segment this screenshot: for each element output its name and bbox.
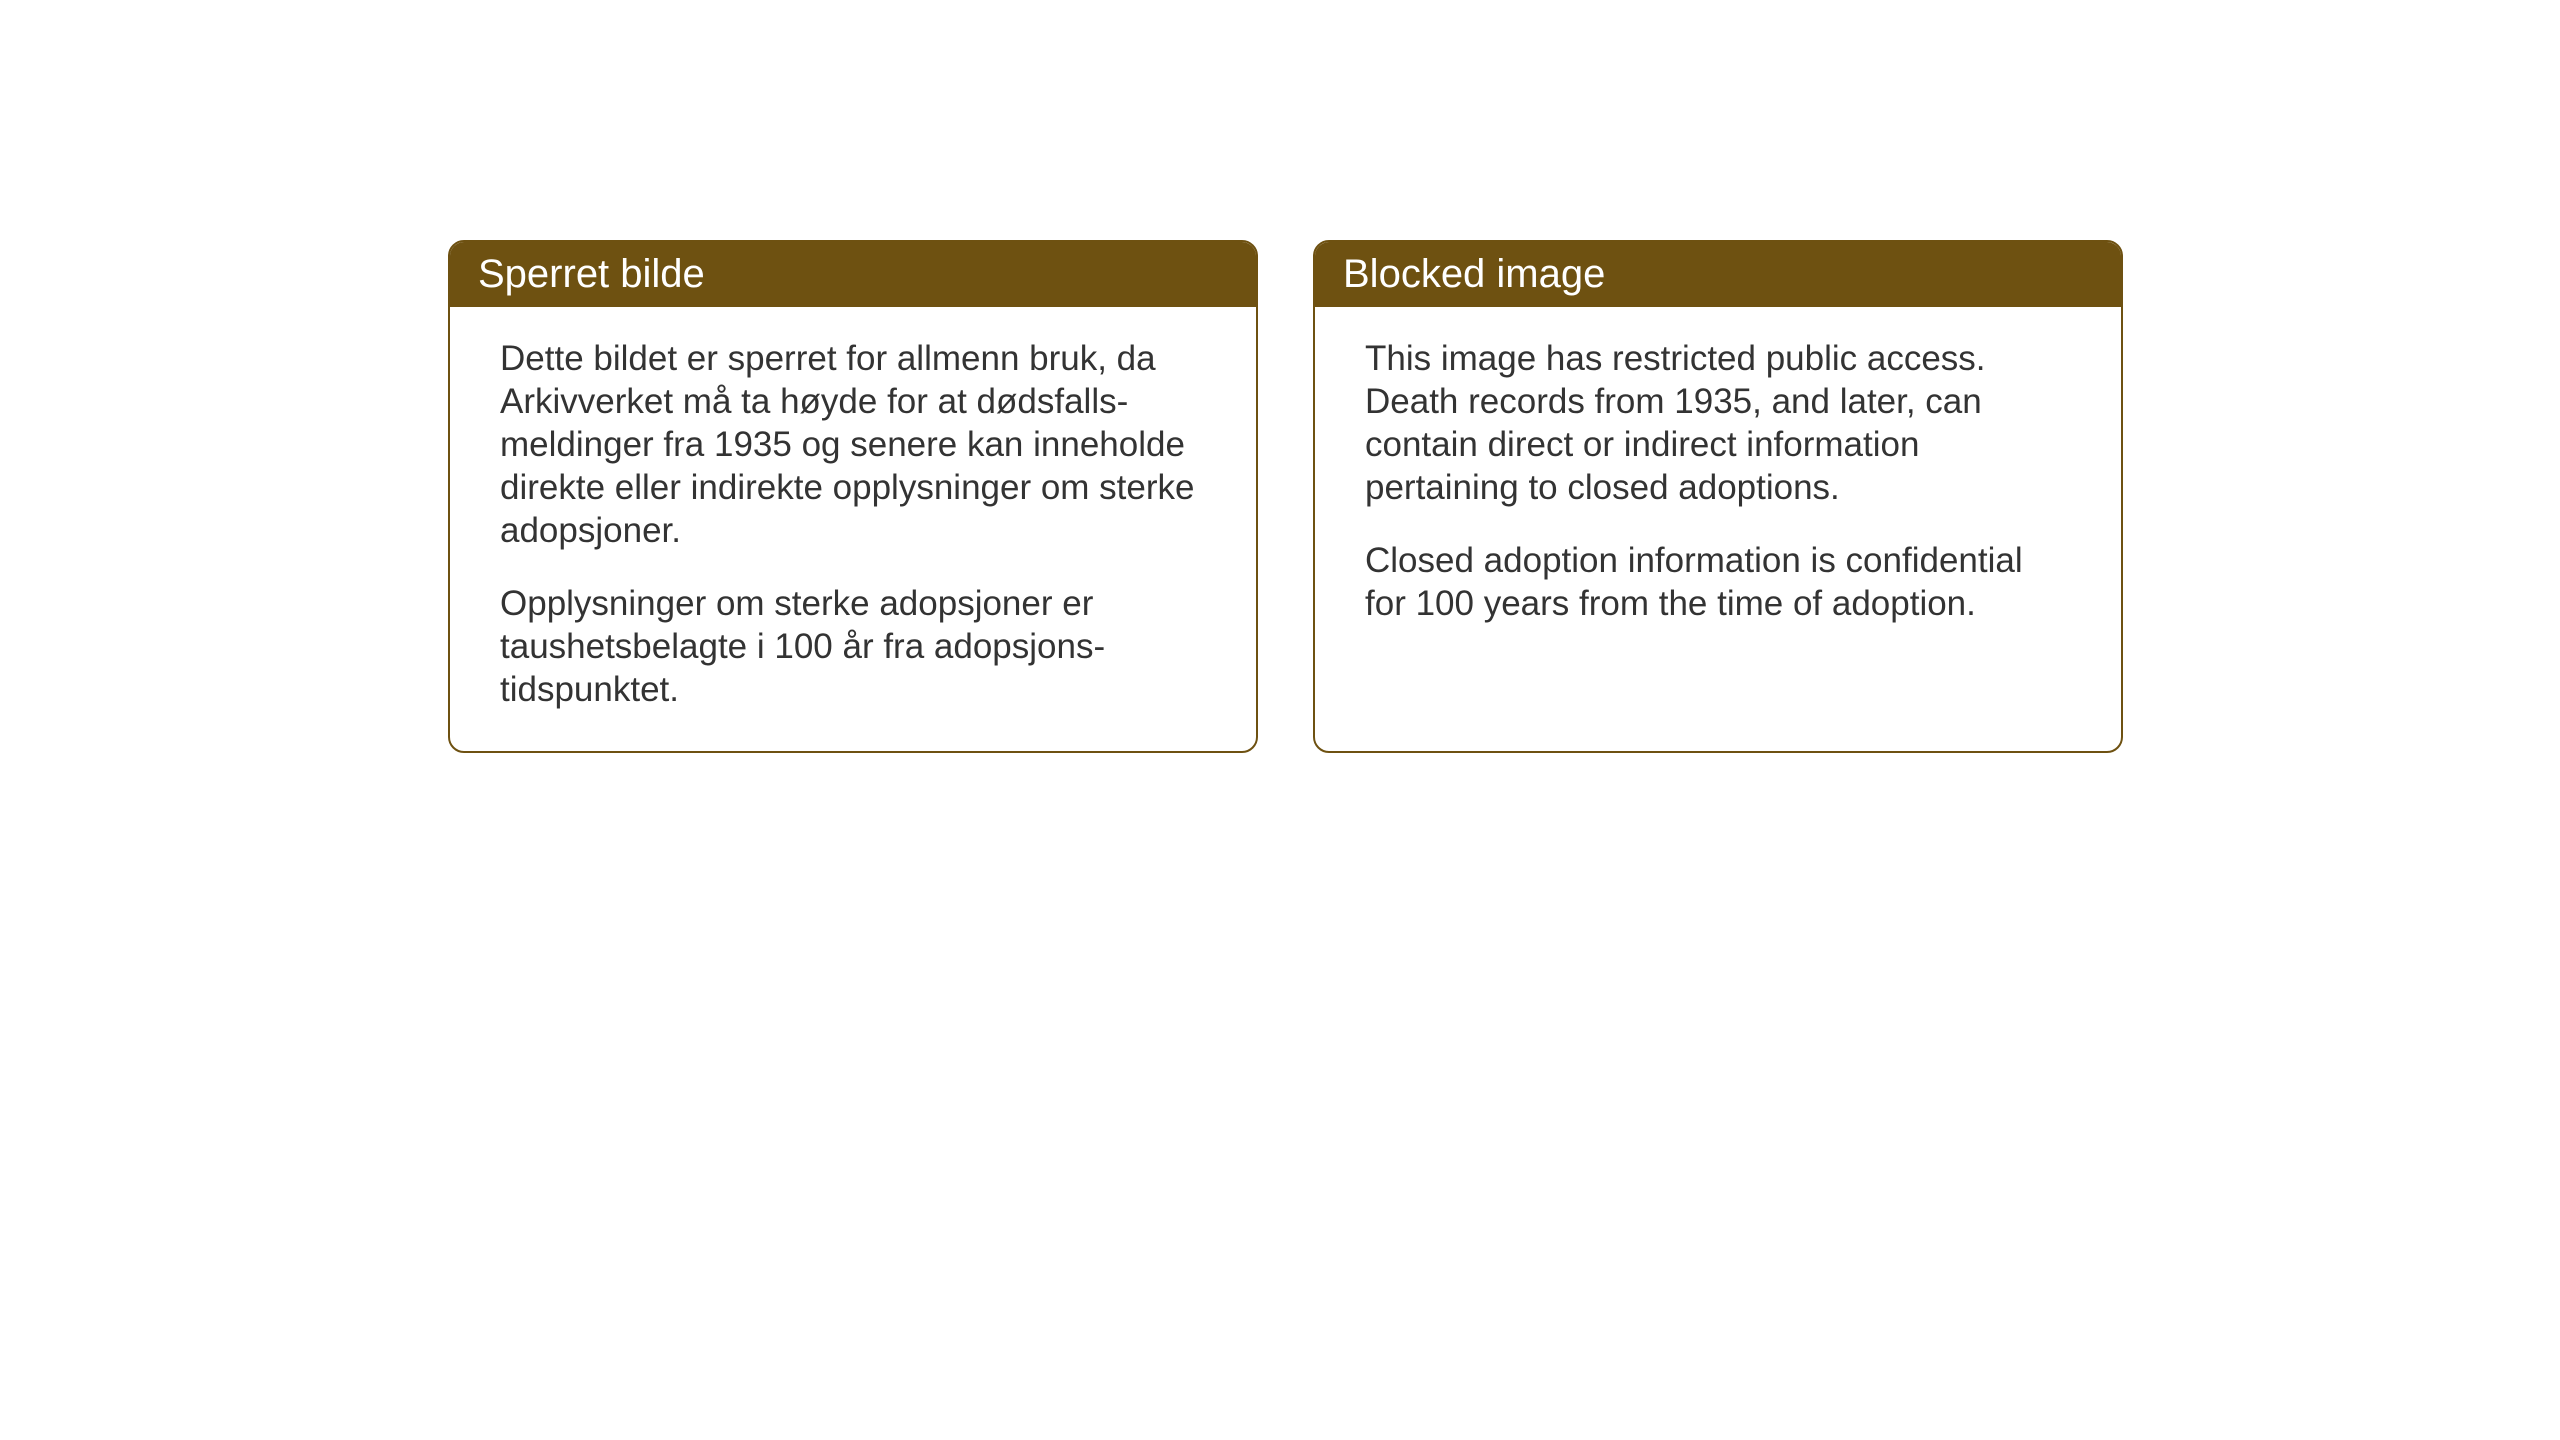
notice-card-english: Blocked image This image has restricted … (1313, 240, 2123, 753)
notice-paragraph-1-english: This image has restricted public access.… (1365, 337, 2071, 509)
notice-container: Sperret bilde Dette bildet er sperret fo… (448, 240, 2123, 753)
notice-body-english: This image has restricted public access.… (1315, 307, 2121, 665)
notice-card-norwegian: Sperret bilde Dette bildet er sperret fo… (448, 240, 1258, 753)
notice-paragraph-2-norwegian: Opplysninger om sterke adopsjoner er tau… (500, 582, 1206, 711)
notice-title-norwegian: Sperret bilde (450, 242, 1256, 307)
notice-paragraph-1-norwegian: Dette bildet er sperret for allmenn bruk… (500, 337, 1206, 552)
notice-title-english: Blocked image (1315, 242, 2121, 307)
notice-paragraph-2-english: Closed adoption information is confident… (1365, 539, 2071, 625)
notice-body-norwegian: Dette bildet er sperret for allmenn bruk… (450, 307, 1256, 751)
